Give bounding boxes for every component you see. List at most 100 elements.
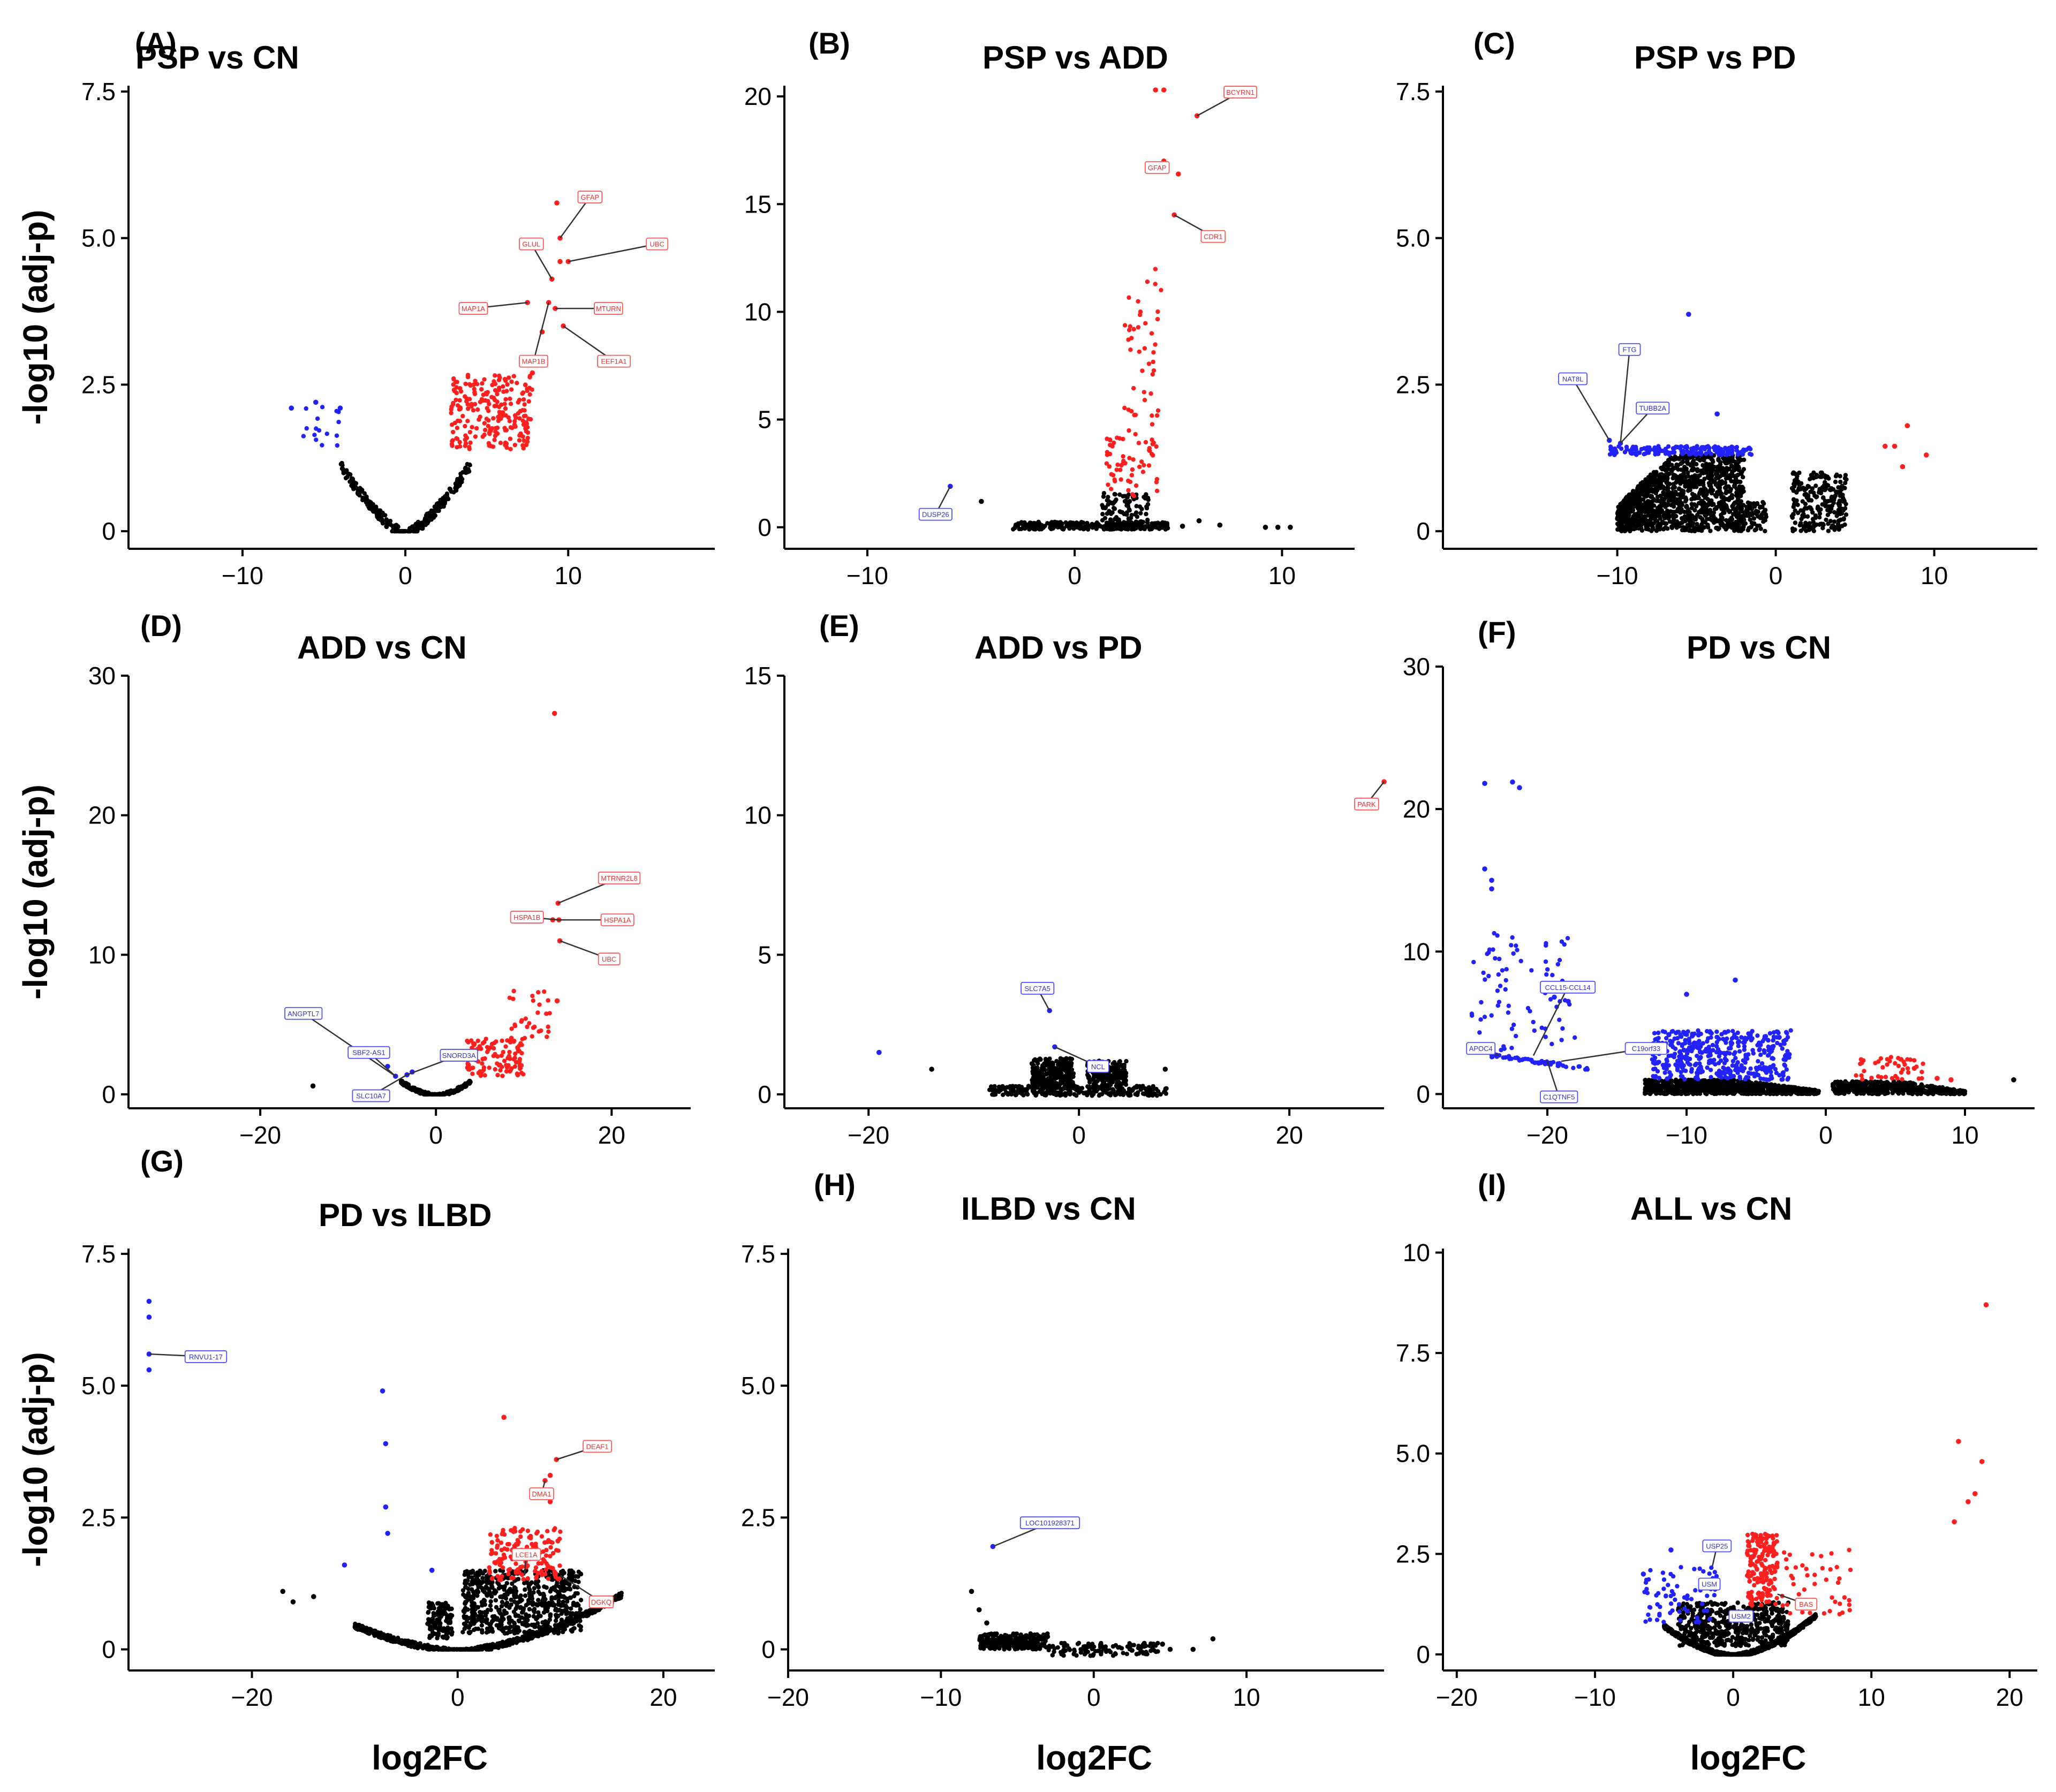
data-point — [1662, 526, 1667, 531]
data-point — [1128, 324, 1132, 329]
data-point — [520, 391, 525, 396]
data-point — [1121, 458, 1126, 463]
data-point — [1112, 527, 1116, 532]
data-point — [535, 1010, 540, 1015]
gene-label: HSPA1A — [600, 913, 634, 927]
data-point — [1725, 473, 1730, 478]
data-point — [1670, 476, 1675, 481]
data-point — [1112, 506, 1117, 511]
data-point — [444, 1091, 449, 1096]
data-point — [545, 1034, 549, 1039]
data-point — [1126, 492, 1131, 497]
data-point — [527, 385, 532, 390]
x-tick-label: −10 — [846, 562, 888, 589]
data-point — [1676, 467, 1681, 472]
data-point — [1612, 446, 1617, 451]
data-point — [521, 397, 526, 402]
data-point — [310, 1083, 316, 1089]
data-point — [1689, 505, 1695, 511]
data-point — [1825, 512, 1831, 517]
scatter-points — [1607, 312, 1929, 534]
data-point — [493, 1052, 497, 1057]
data-point — [1708, 528, 1713, 533]
data-point — [453, 1088, 458, 1094]
x-tick-label: 0 — [398, 562, 412, 589]
data-point — [504, 441, 509, 446]
gene-label-text: BCYRN1 — [1226, 88, 1254, 96]
data-point — [1068, 1080, 1072, 1085]
data-point — [1615, 516, 1620, 520]
data-point — [1727, 509, 1733, 514]
data-point — [1692, 527, 1697, 532]
data-point — [1662, 1084, 1667, 1090]
data-point — [1673, 480, 1679, 485]
data-point — [1722, 497, 1727, 502]
data-point — [1121, 1092, 1126, 1097]
data-point — [531, 1025, 536, 1030]
data-point — [1160, 520, 1165, 525]
data-point — [503, 397, 508, 402]
data-point — [1116, 1064, 1121, 1069]
data-point — [1796, 479, 1801, 484]
gene-label-text: MAP1A — [462, 305, 485, 313]
data-point — [544, 1011, 549, 1016]
data-point — [1142, 1092, 1147, 1097]
data-point — [1624, 524, 1630, 529]
data-point — [497, 373, 502, 379]
data-point — [1676, 487, 1682, 492]
data-point — [1053, 1069, 1059, 1073]
data-point — [1666, 464, 1670, 468]
data-point — [1134, 504, 1139, 509]
data-point — [1151, 368, 1156, 373]
data-point — [1671, 504, 1676, 509]
data-point — [1119, 463, 1124, 468]
data-point — [512, 1064, 517, 1069]
y-tick-label: 0 — [102, 1080, 116, 1108]
data-point — [1716, 492, 1721, 496]
data-point — [1142, 390, 1146, 395]
data-point — [412, 527, 417, 532]
data-point — [1103, 1074, 1108, 1079]
data-point — [1842, 506, 1848, 511]
data-point — [511, 988, 516, 994]
data-point — [505, 382, 510, 387]
data-point — [1161, 87, 1167, 93]
data-point — [1646, 1078, 1651, 1084]
data-point — [1685, 510, 1690, 515]
data-point — [1734, 445, 1738, 450]
panel-letter: (E) — [819, 609, 859, 642]
data-point — [1763, 528, 1767, 534]
data-point — [515, 381, 519, 385]
data-point — [1085, 526, 1090, 531]
data-point — [464, 470, 468, 475]
data-point — [519, 1050, 524, 1056]
data-point — [1137, 349, 1142, 354]
data-point — [1689, 462, 1694, 466]
data-point — [1030, 1086, 1035, 1091]
data-point — [486, 424, 491, 428]
data-point — [1101, 527, 1107, 532]
data-point — [1651, 447, 1657, 452]
data-point — [1831, 500, 1836, 505]
data-point — [1036, 1068, 1041, 1073]
data-point — [1710, 518, 1714, 523]
data-point — [1103, 505, 1108, 511]
data-point — [1843, 512, 1849, 517]
data-point — [384, 517, 389, 522]
data-point — [1765, 1086, 1771, 1091]
data-point — [1806, 484, 1811, 489]
data-point — [1655, 494, 1660, 500]
data-point — [1732, 468, 1736, 473]
data-point — [1677, 479, 1682, 485]
gene-label-text: MTURN — [596, 305, 621, 313]
data-point — [1721, 501, 1726, 505]
data-point — [509, 387, 514, 392]
data-point — [1668, 509, 1673, 514]
gene-label-box — [347, 1046, 390, 1059]
gene-label-box — [519, 237, 544, 251]
data-point — [1706, 1078, 1712, 1084]
data-point — [1841, 516, 1846, 521]
data-point — [448, 488, 453, 493]
data-point — [1648, 494, 1653, 498]
